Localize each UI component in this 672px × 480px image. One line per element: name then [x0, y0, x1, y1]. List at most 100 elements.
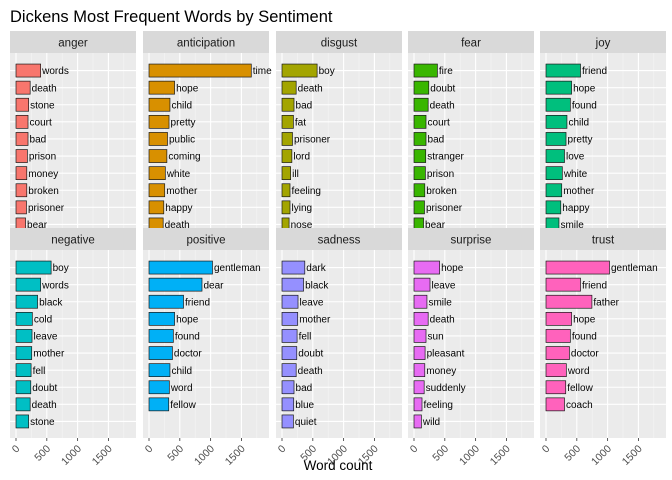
bar-label: child [171, 100, 192, 111]
bar-stranger [413, 149, 427, 163]
bar-found [545, 97, 571, 112]
bar-label: dear [203, 280, 224, 291]
bar-gentleman [148, 260, 213, 275]
bar-label: death [298, 366, 323, 377]
bar-boy [281, 63, 318, 78]
bar-label: fellow [567, 383, 593, 394]
bar-label: happy [165, 203, 192, 214]
bar-label: words [41, 280, 69, 291]
bar-word [148, 380, 170, 395]
facet-strip [10, 31, 136, 53]
facet-fear: fear fire doubt death court bad stranger prison… [408, 31, 534, 241]
bar-boy [15, 260, 52, 275]
bar-label: gentleman [214, 263, 261, 274]
facet-strip [540, 228, 666, 250]
bar-death [281, 363, 297, 377]
facet-strip-label: surprise [451, 235, 492, 247]
bar-label: sun [428, 332, 444, 343]
bar-fat [281, 114, 294, 129]
bar-child [148, 363, 171, 377]
bar-doubt [15, 380, 32, 395]
bar-label: time [253, 66, 272, 77]
bar-label: doctor [571, 349, 599, 360]
bar-label: friend [582, 66, 607, 77]
bar-label: stone [30, 100, 55, 111]
facet-strip [276, 31, 402, 53]
bar-label: found [175, 332, 200, 343]
bar-leave [413, 277, 431, 292]
bar-label: coming [168, 152, 200, 163]
bar-stone [15, 97, 29, 112]
bar-label: bear [27, 220, 48, 231]
facet-trust: trust gentleman friend father hope found docto… [540, 228, 666, 468]
bar-public [148, 132, 168, 146]
facet-strip-label: negative [51, 235, 94, 247]
facet-strip [540, 31, 666, 53]
bar-label: prisoner [426, 203, 463, 214]
facet-strip-label: fear [461, 38, 481, 50]
bar-hope [148, 312, 175, 326]
facet-strip-label: anticipation [177, 38, 235, 50]
bar-child [545, 114, 568, 129]
bar-label: bad [30, 135, 47, 146]
bar-child [148, 97, 171, 112]
bar-label: bear [425, 220, 446, 231]
bar-fire [413, 63, 438, 78]
bar-label: friend [185, 297, 210, 308]
facet-strip-label: disgust [321, 38, 358, 50]
bar-label: boy [53, 263, 69, 274]
facet-strip-label: positive [187, 235, 226, 247]
bar-label: broken [426, 186, 457, 197]
bar-hope [413, 260, 440, 275]
bar-fellow [148, 397, 170, 412]
bar-money [15, 166, 28, 180]
facet-strip-label: joy [595, 38, 611, 50]
bar-label: death [165, 220, 190, 231]
facet-strip-label: trust [592, 235, 615, 247]
bar-white [148, 166, 166, 180]
bar-fellow [545, 380, 567, 395]
facet-strip-label: sadness [318, 235, 361, 247]
bar-hope [545, 80, 572, 95]
bar-bad [281, 380, 295, 395]
facet-grid: anger words death stone court bad prison money b… [10, 31, 666, 468]
bar-label: court [428, 117, 450, 128]
bar-label: fell [33, 366, 46, 377]
bar-leave [281, 294, 299, 309]
bar-prisoner [15, 200, 27, 215]
bar-label: found [572, 100, 597, 111]
bar-death [413, 97, 429, 112]
bar-label: bad [428, 135, 445, 146]
bar-coming [148, 149, 168, 163]
bar-label: black [39, 297, 63, 308]
bar-friend [545, 277, 581, 292]
bar-gentleman [545, 260, 610, 275]
bar-label: death [430, 314, 455, 325]
bar-money [413, 363, 426, 377]
bar-dear [148, 277, 203, 292]
bar-court [413, 114, 427, 129]
bar-label: death [32, 83, 57, 94]
bar-death [413, 312, 429, 326]
bar-mother [281, 312, 299, 326]
bar-label: prisoner [294, 135, 331, 146]
bar-label: nose [291, 220, 313, 231]
bar-broken [15, 183, 28, 198]
bar-label: prison [427, 169, 454, 180]
bar-label: white [166, 169, 191, 180]
bar-bad [413, 132, 427, 146]
bar-word [545, 363, 567, 377]
bar-label: hope [441, 263, 464, 274]
bar-label: money [426, 366, 456, 377]
x-axis-title: Word count [304, 458, 373, 473]
bar-label: doubt [298, 349, 323, 360]
bar-label: public [169, 135, 195, 146]
bar-label: leave [34, 332, 58, 343]
bar-friend [545, 63, 581, 78]
bar-label: mother [299, 314, 331, 325]
bar-label: pretty [171, 117, 196, 128]
facet-strip [276, 228, 402, 250]
bar-label: mother [166, 186, 198, 197]
bar-label: hope [176, 314, 199, 325]
bar-label: love [566, 152, 585, 163]
